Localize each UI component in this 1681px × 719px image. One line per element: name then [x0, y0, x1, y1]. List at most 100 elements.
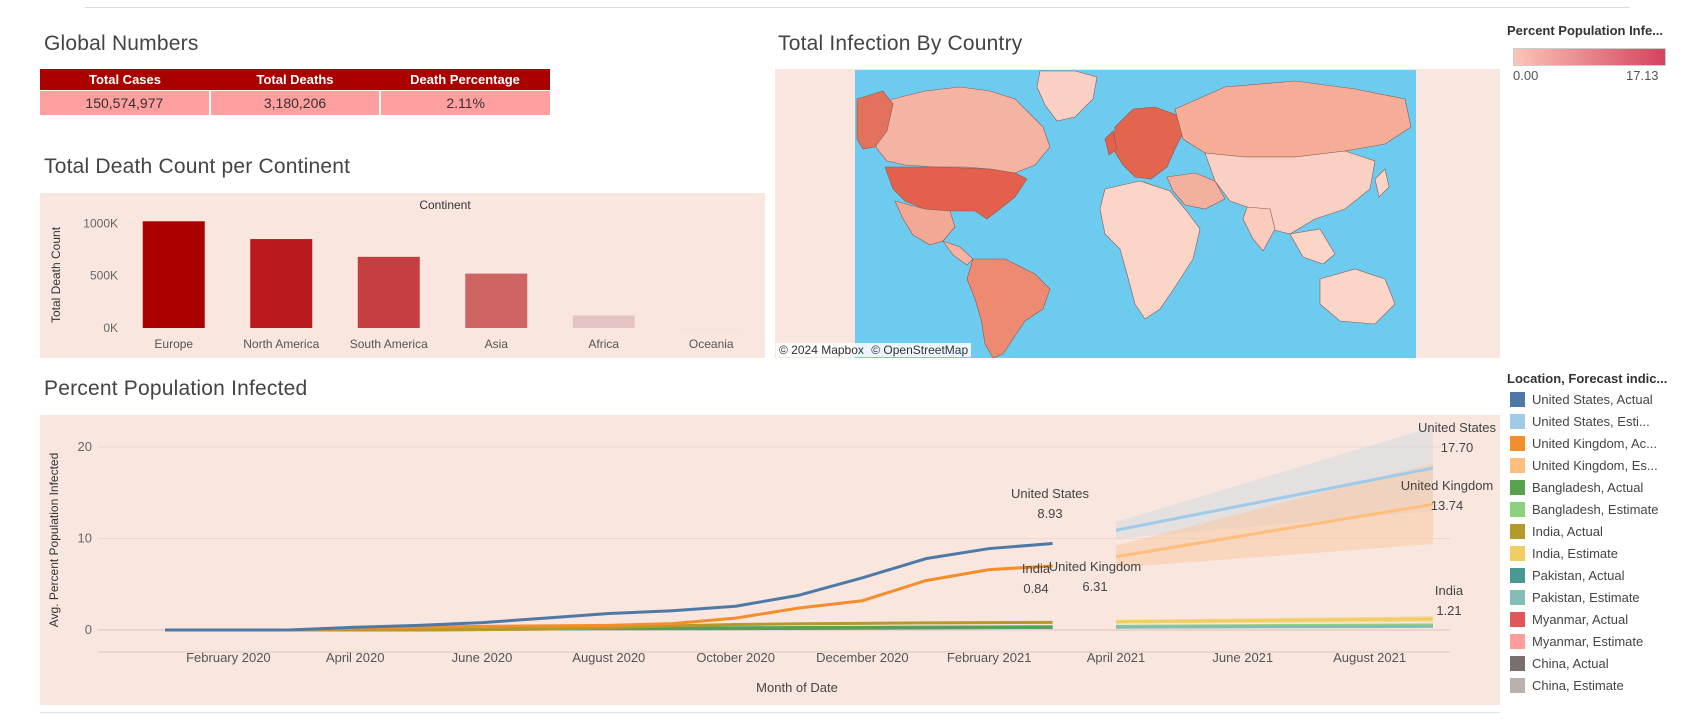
legend-item[interactable]: Pakistan, Estimate: [1510, 588, 1640, 606]
data-label-value: 0.84: [1023, 581, 1048, 596]
total-cases-value: 150,574,977: [40, 91, 211, 115]
mapbox-attribution[interactable]: © 2024 Mapbox: [779, 343, 864, 357]
bar-south-america: [357, 256, 420, 328]
x-tick-label: Asia: [485, 337, 509, 351]
legend-item[interactable]: India, Estimate: [1510, 544, 1618, 562]
x-tick-label: June 2021: [1212, 650, 1273, 665]
japan: [1374, 168, 1390, 198]
x-tick-label: North America: [243, 337, 319, 351]
gradient-max-label: 17.13: [1626, 68, 1659, 83]
death-percentage-value: 2.11%: [446, 95, 486, 111]
legend-swatch: [1510, 523, 1525, 539]
legend-swatch: [1510, 435, 1525, 451]
legend-swatch: [1510, 611, 1525, 627]
legend-item[interactable]: China, Estimate: [1510, 676, 1624, 694]
alaska: [856, 90, 894, 150]
forecast-band-united-kingdom: [1116, 463, 1433, 568]
x-tick-label: February 2020: [186, 650, 271, 665]
united-states: [884, 166, 1028, 220]
legend-swatch: [1510, 479, 1525, 495]
x-tick-label: June 2020: [452, 650, 513, 665]
forecast-line-united-kingdom: [1115, 502, 1434, 559]
line-chart-panel: Avg. Percent Population Infected 0 10 20 Feb…: [40, 415, 1500, 705]
x-tick-label: October 2020: [696, 650, 775, 665]
map-attribution[interactable]: © 2024 Mapbox © OpenStreetMap: [776, 343, 972, 357]
legend-label: India, Estimate: [1532, 545, 1618, 561]
legend-item[interactable]: United Kingdom, Ac...: [1510, 434, 1657, 452]
y-tick-label: 0K: [103, 321, 118, 335]
osm-attribution[interactable]: © OpenStreetMap: [871, 343, 969, 357]
actual-line-united-kingdom: [165, 564, 1053, 632]
southeast-asia: [1289, 228, 1336, 265]
canada: [866, 86, 1051, 174]
top-divider: [85, 7, 1630, 8]
x-tick-label: Africa: [588, 337, 619, 351]
y-tick-label: 10: [78, 531, 92, 546]
uk: [1104, 130, 1118, 156]
legend-item[interactable]: Bangladesh, Estimate: [1510, 500, 1658, 518]
legend-label: Bangladesh, Estimate: [1532, 501, 1659, 517]
legend-item[interactable]: Bangladesh, Actual: [1510, 478, 1643, 496]
death-percentage-header: Death Percentage: [410, 72, 520, 87]
line-legend-title: Location, Forecast indic...: [1507, 371, 1668, 386]
forecast-line-united-states: [1115, 466, 1434, 532]
legend-swatch: [1510, 391, 1525, 407]
legend-item[interactable]: Myanmar, Estimate: [1510, 632, 1643, 650]
legend-item[interactable]: Pakistan, Actual: [1510, 566, 1625, 584]
data-label-name: United Kingdom: [1049, 559, 1142, 574]
africa: [1099, 180, 1201, 320]
total-deaths-header: Total Deaths: [256, 72, 334, 87]
legend-item[interactable]: China, Actual: [1510, 654, 1609, 672]
y-tick-label: 20: [78, 439, 92, 454]
chart-header-label: Continent: [419, 198, 471, 212]
data-label-name: United Kingdom: [1401, 478, 1494, 493]
legend-item[interactable]: Myanmar, Actual: [1510, 610, 1628, 628]
global-numbers-table: Total Cases Total Deaths Death Percentag…: [40, 69, 550, 115]
map-panel: [775, 69, 1500, 359]
percent-infected-line-chart: Avg. Percent Population Infected 0 10 20 Feb…: [47, 420, 1497, 695]
actual-line-united-states: [165, 542, 1053, 632]
legend-swatch: [1510, 655, 1525, 671]
x-tick-label: August 2020: [572, 650, 645, 665]
data-label-name: India: [1022, 561, 1051, 576]
central-america: [942, 240, 974, 266]
bar-oceania: [680, 327, 743, 329]
color-legend-title: Percent Population Infe...: [1507, 23, 1664, 38]
legend-swatch: [1510, 457, 1525, 473]
continent-chart-panel: Continent Total Death Count 0K 500K 1000K Eur…: [40, 193, 765, 358]
legend-label: United Kingdom, Es...: [1532, 457, 1658, 473]
bar-asia: [465, 273, 528, 328]
bar-europe: [142, 221, 205, 328]
x-axis-title: Month of Date: [756, 680, 838, 695]
legend-label: United States, Actual: [1532, 391, 1653, 407]
x-tick-label: Oceania: [689, 337, 734, 351]
x-tick-label: August 2021: [1333, 650, 1406, 665]
legend-swatch: [1510, 633, 1525, 649]
legend-swatch: [1510, 589, 1525, 605]
world-map[interactable]: [775, 69, 1500, 359]
legend-item[interactable]: United States, Esti...: [1510, 412, 1650, 430]
legend-label: United Kingdom, Ac...: [1532, 435, 1658, 451]
legend-swatch: [1510, 677, 1525, 693]
total-deaths-value: 3,180,206: [211, 91, 382, 115]
legend-item[interactable]: India, Actual: [1510, 522, 1603, 540]
legend-swatch: [1510, 545, 1525, 561]
continent-bar-chart: Continent Total Death Count 0K 500K 1000K Eur…: [49, 198, 743, 351]
legend-label: United States, Esti...: [1532, 413, 1650, 429]
global-numbers-title: Global Numbers: [44, 32, 199, 55]
legend-label: Bangladesh, Actual: [1532, 479, 1644, 495]
continent-chart-title: Total Death Count per Continent: [44, 155, 351, 178]
bar-africa: [572, 315, 635, 328]
legend-item[interactable]: United Kingdom, Es...: [1510, 456, 1658, 474]
data-label-value: 6.31: [1082, 579, 1107, 594]
data-label-value: 17.70: [1441, 440, 1474, 455]
data-label-name: United States: [1011, 486, 1090, 501]
legend-swatch: [1510, 413, 1525, 429]
south-america: [966, 258, 1051, 359]
data-label-name: India: [1435, 583, 1464, 598]
y-axis-title: Avg. Percent Population Infected: [47, 453, 61, 628]
legend-label: Myanmar, Estimate: [1532, 633, 1644, 649]
legend-label: China, Actual: [1532, 655, 1609, 671]
legend-label: Myanmar, Actual: [1532, 611, 1629, 627]
legend-item[interactable]: United States, Actual: [1510, 390, 1653, 408]
